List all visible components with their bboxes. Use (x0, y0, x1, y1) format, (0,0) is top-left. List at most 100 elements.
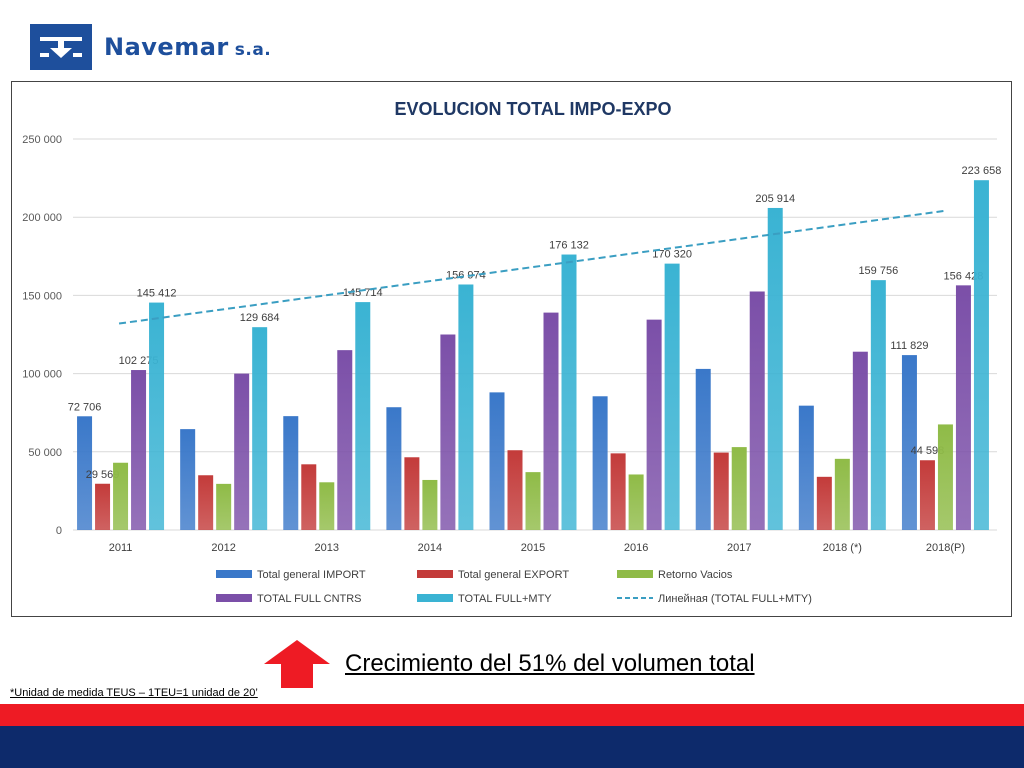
bar (628, 474, 644, 530)
up-arrow-icon (264, 640, 330, 688)
data-label: 205 914 (755, 193, 795, 205)
data-label: 44 598 (911, 445, 945, 457)
bar (561, 254, 577, 531)
bar (610, 453, 626, 530)
data-label: 223 658 (962, 165, 1002, 177)
bar (77, 416, 93, 530)
bar (749, 291, 765, 530)
bar (919, 460, 935, 530)
growth-arrow (264, 640, 330, 688)
data-label: 129 684 (240, 312, 280, 324)
bar (198, 475, 214, 530)
y-tick-label: 200 000 (22, 212, 62, 224)
bar (646, 319, 662, 530)
bar (901, 355, 917, 530)
legend-label: Total general IMPORT (257, 569, 366, 581)
bar (283, 416, 299, 530)
bar (731, 447, 747, 530)
bar (440, 334, 456, 530)
bar (937, 424, 953, 530)
bar (852, 351, 868, 530)
legend-label: TOTAL FULL CNTRS (257, 593, 362, 605)
x-tick-label: 2018(P) (926, 542, 965, 554)
legend-swatch (417, 570, 453, 578)
bar (507, 450, 523, 530)
navemar-logo-icon (30, 24, 92, 70)
data-label: 145 714 (343, 287, 383, 299)
bar (713, 452, 729, 530)
legend-label: Retorno Vacios (658, 569, 733, 581)
bar (404, 457, 420, 530)
growth-headline: Crecimiento del 51% del volumen total (345, 650, 755, 677)
brand-logo: Navemar s.a. (30, 24, 271, 70)
bar (973, 180, 989, 530)
x-tick-label: 2016 (624, 542, 648, 554)
y-tick-label: 50 000 (28, 447, 62, 459)
bar (834, 458, 850, 530)
brand-name: Navemar s.a. (104, 33, 271, 61)
bar (695, 368, 711, 530)
x-tick-label: 2012 (211, 542, 235, 554)
bar-chart: EVOLUCION TOTAL IMPO-EXPO 0 50 000 100 000 1… (22, 99, 1002, 605)
data-label: 170 320 (652, 249, 692, 261)
bar (767, 207, 783, 530)
bar (216, 483, 232, 530)
x-tick-label: 2018 (*) (823, 542, 862, 554)
bar (592, 396, 608, 530)
bar (955, 285, 971, 530)
x-tick-label: 2014 (418, 542, 442, 554)
bar (131, 370, 147, 530)
bar (386, 407, 402, 530)
bar (543, 312, 559, 530)
bar (798, 405, 814, 530)
bar (664, 263, 680, 530)
chart-frame: EVOLUCION TOTAL IMPO-EXPO 0 50 000 100 000 1… (11, 81, 1012, 617)
bar (180, 429, 196, 530)
x-tick-label: 2017 (727, 542, 751, 554)
x-tick-label: 2011 (109, 542, 133, 554)
legend-label: Total general EXPORT (458, 569, 569, 581)
data-label: 156 974 (446, 269, 486, 281)
data-label: 145 412 (137, 288, 177, 300)
trendline (118, 209, 945, 325)
data-label: 176 132 (549, 240, 589, 252)
data-label: 156 428 (944, 270, 984, 282)
legend-label: Линейная (TOTAL FULL+MTY) (658, 593, 812, 605)
bar (113, 462, 129, 530)
bar (252, 327, 268, 530)
x-tick-label: 2013 (315, 542, 339, 554)
bar (234, 373, 250, 530)
brand-suffix: s.a. (234, 40, 272, 60)
footnote: *Unidad de medida TEUS – 1TEU=1 unidad d… (10, 687, 258, 699)
bar (319, 482, 335, 530)
brand-title: Navemar (104, 33, 229, 61)
legend-swatch (216, 594, 252, 602)
bar (95, 483, 111, 530)
legend-label: TOTAL FULL+MTY (458, 593, 552, 605)
data-label: 102 275 (119, 355, 159, 367)
x-tick-label: 2015 (521, 542, 545, 554)
footer-band-red (0, 704, 1024, 726)
bar (489, 392, 505, 530)
bar (337, 350, 353, 530)
y-tick-label: 0 (56, 525, 62, 537)
data-label: 72 706 (68, 401, 102, 413)
footer-band-blue (0, 726, 1024, 768)
bar (816, 476, 832, 530)
legend-swatch (216, 570, 252, 578)
legend-swatch (617, 570, 653, 578)
data-label: 29 569 (86, 469, 120, 481)
bar (525, 472, 541, 530)
legend-swatch (417, 594, 453, 602)
bar (301, 464, 317, 530)
bar (458, 284, 474, 530)
bar (149, 302, 165, 530)
y-tick-label: 100 000 (22, 369, 62, 381)
bar (422, 479, 438, 530)
y-tick-label: 150 000 (22, 290, 62, 302)
data-label: 111 829 (890, 340, 928, 352)
y-tick-label: 250 000 (22, 134, 62, 146)
bar (355, 302, 371, 530)
data-label: 159 756 (858, 265, 898, 277)
chart-title: EVOLUCION TOTAL IMPO-EXPO (394, 99, 671, 119)
